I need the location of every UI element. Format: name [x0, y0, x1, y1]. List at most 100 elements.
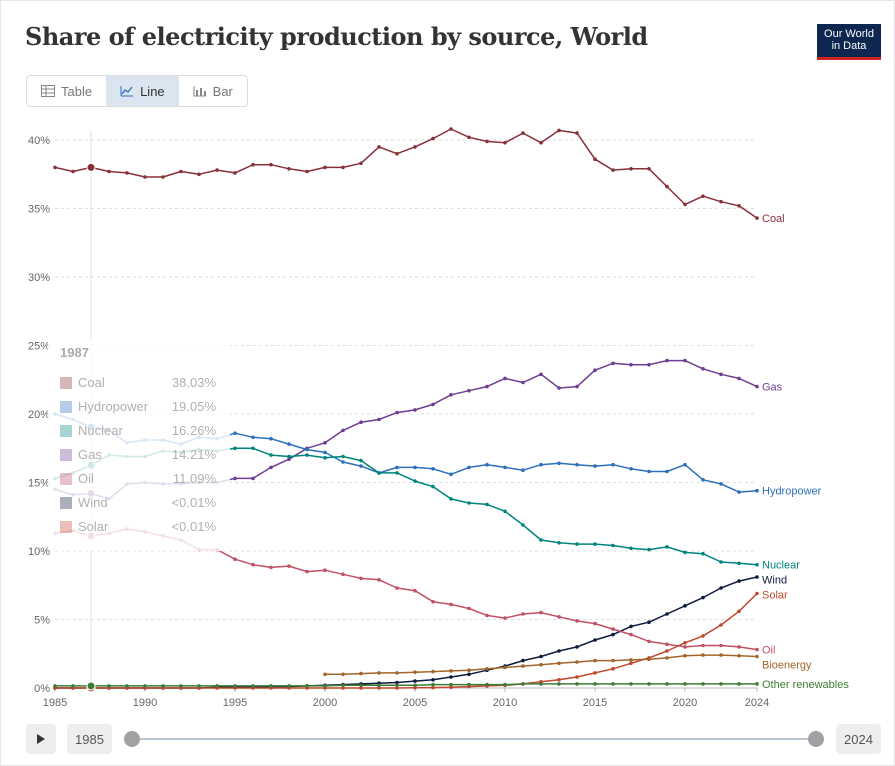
data-point [737, 645, 741, 649]
line-chart[interactable]: 0% 5% 10% 15% 20% 25% 30% 35% 40% 1985 1990 1995 20… [0, 115, 895, 715]
data-point [539, 462, 543, 467]
timeline-end-handle[interactable] [808, 731, 824, 747]
data-point [575, 645, 579, 649]
data-point [341, 165, 345, 170]
timeline-start-handle[interactable] [124, 731, 140, 747]
data-point [593, 682, 597, 686]
data-point [467, 682, 471, 687]
data-point [737, 682, 741, 686]
tab-bar[interactable]: Bar [179, 76, 247, 106]
data-point [719, 682, 723, 686]
tooltip-swatch [60, 425, 72, 437]
data-point [629, 661, 633, 666]
tab-line[interactable]: Line [106, 76, 179, 106]
play-button[interactable] [26, 724, 56, 754]
data-point [233, 684, 237, 688]
timeline-track[interactable] [131, 738, 817, 740]
data-point [755, 591, 759, 596]
data-point [683, 550, 687, 555]
data-point [377, 686, 381, 690]
tab-line-label: Line [140, 83, 165, 99]
data-point [233, 446, 237, 451]
tooltip-series-value: <0.01% [172, 495, 217, 510]
y-tick-label: 30% [28, 272, 50, 284]
data-point [611, 632, 615, 637]
data-point [557, 615, 561, 619]
end-label-oil: Oil [762, 645, 775, 657]
logo-line-2: in Data [831, 40, 867, 52]
data-point [341, 686, 345, 690]
data-point [359, 683, 363, 688]
data-point [323, 568, 327, 572]
data-point [395, 465, 399, 470]
tooltip-swatch [60, 473, 72, 485]
data-point [557, 461, 561, 466]
data-point [593, 542, 597, 546]
data-point [125, 684, 129, 688]
tab-table-label: Table [61, 83, 93, 99]
end-label-other-renewables: Other renewables [762, 679, 849, 691]
data-point [593, 368, 597, 372]
data-point [251, 435, 255, 440]
tooltip-series-name: Nuclear [78, 423, 123, 438]
data-point [431, 402, 435, 407]
data-point [719, 643, 723, 648]
data-point [413, 588, 417, 593]
data-point [719, 653, 723, 657]
timeline-controls: 1985 2024 [0, 722, 895, 758]
data-point [521, 380, 525, 385]
data-point [629, 546, 633, 551]
data-point [251, 562, 255, 567]
data-point [521, 131, 525, 135]
data-point [377, 417, 381, 422]
data-point [413, 679, 417, 683]
data-point [557, 649, 561, 653]
data-point [503, 682, 507, 687]
data-point [359, 161, 363, 166]
data-point [503, 509, 507, 514]
data-point [197, 172, 201, 177]
data-point [467, 672, 471, 677]
data-point [683, 645, 687, 649]
data-point [395, 686, 399, 690]
data-point [431, 682, 435, 687]
data-point [323, 456, 327, 460]
end-label-coal: Coal [762, 213, 785, 225]
data-point [467, 135, 471, 140]
data-point [737, 579, 741, 583]
data-point [701, 551, 705, 556]
x-axis: 1985 1990 1995 2000 2005 2010 2015 2020 2024 [43, 687, 769, 709]
data-point [737, 204, 741, 208]
y-tick-label: 35% [28, 204, 50, 216]
data-point [557, 541, 561, 545]
data-point [395, 471, 399, 475]
data-point [215, 684, 219, 688]
data-point [323, 672, 327, 677]
data-point [539, 610, 543, 615]
data-point [341, 460, 345, 464]
data-point [665, 649, 669, 653]
data-point [377, 145, 381, 149]
data-point [737, 376, 741, 381]
data-point [647, 620, 651, 624]
data-point [269, 453, 273, 457]
data-point [737, 609, 741, 614]
timeline-start-year[interactable]: 1985 [67, 724, 112, 754]
y-tick-label: 40% [28, 135, 50, 147]
data-point [161, 175, 165, 179]
data-point [413, 683, 417, 688]
data-point [251, 476, 255, 481]
y-tick-label: 0% [34, 683, 50, 695]
data-point [755, 488, 759, 493]
data-point [665, 469, 669, 474]
owid-logo[interactable]: Our World in Data [817, 24, 881, 60]
data-point [71, 169, 75, 174]
data-point [269, 465, 273, 470]
data-point [341, 572, 345, 577]
series-line-wind [55, 576, 758, 689]
tab-table[interactable]: Table [27, 76, 106, 106]
hover-point [86, 162, 96, 172]
data-point [323, 684, 327, 688]
data-point [701, 478, 705, 482]
timeline-end-year[interactable]: 2024 [836, 724, 881, 754]
